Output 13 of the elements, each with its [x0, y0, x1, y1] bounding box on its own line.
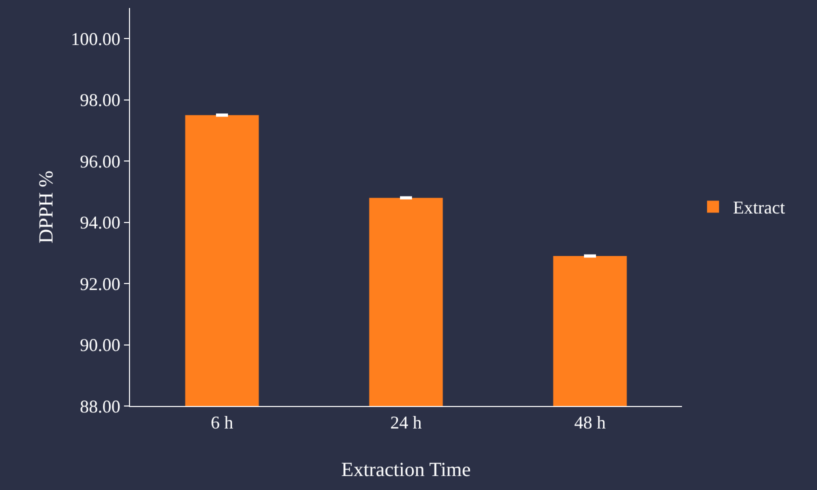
y-axis-title: DPPH % [35, 170, 58, 244]
x-tick-label: 6 h [210, 412, 234, 433]
y-tick-label: 92.00 [80, 274, 120, 294]
x-tick-label: 24 h [390, 412, 422, 433]
x-axis-title: Extraction Time [341, 459, 471, 481]
y-tick-label: 94.00 [80, 212, 120, 233]
y-tick-label: 90.00 [80, 335, 120, 356]
legend-label: Extract [733, 198, 786, 218]
y-tick-label: 100.00 [70, 28, 120, 49]
y-tick-label: 98.00 [80, 90, 120, 110]
y-tick-label: 88.00 [80, 396, 120, 416]
x-tick-label: 48 h [574, 412, 606, 433]
y-tick-label: 96.00 [80, 151, 120, 172]
